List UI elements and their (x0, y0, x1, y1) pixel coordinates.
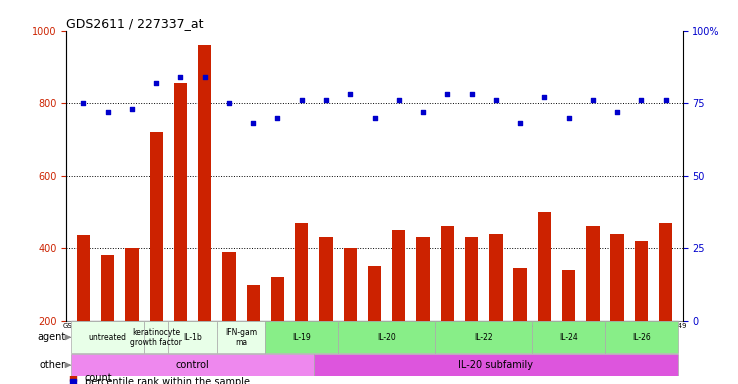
Bar (392, 230, 405, 321)
Text: IL-20: IL-20 (377, 333, 396, 342)
Bar (77, 235, 90, 321)
Point (490, 97, 502, 103)
Point (611, 109, 623, 115)
Text: IL-22: IL-22 (475, 333, 493, 342)
Bar (72, 321, 144, 353)
Bar (344, 248, 357, 321)
Point (562, 114, 574, 121)
Bar (562, 270, 576, 321)
Bar (168, 321, 217, 353)
Text: IL-19: IL-19 (292, 333, 311, 342)
Bar (368, 266, 382, 321)
Point (272, 114, 283, 121)
Bar (465, 237, 478, 321)
Bar (514, 268, 527, 321)
Text: percentile rank within the sample: percentile rank within the sample (85, 377, 250, 384)
Bar (144, 321, 168, 353)
Bar (246, 285, 260, 321)
Text: IL-24: IL-24 (559, 333, 578, 342)
Bar (659, 223, 672, 321)
Text: other: other (40, 360, 66, 370)
Point (175, 74, 187, 80)
Point (514, 121, 526, 127)
Bar (72, 354, 314, 376)
Bar (271, 277, 284, 321)
Point (126, 106, 138, 112)
Text: untreated: untreated (89, 333, 127, 342)
Bar (441, 227, 454, 321)
Text: IL-1b: IL-1b (183, 333, 202, 342)
Text: keratinocyte
growth factor: keratinocyte growth factor (130, 328, 182, 347)
Bar (435, 321, 532, 353)
Point (368, 114, 381, 121)
Bar (338, 321, 435, 353)
Bar (635, 241, 648, 321)
Point (441, 91, 453, 98)
Bar (222, 252, 235, 321)
Bar (101, 255, 114, 321)
Bar (198, 45, 211, 321)
Bar (610, 233, 624, 321)
Text: IFN-gam
ma: IFN-gam ma (225, 328, 257, 347)
Point (199, 74, 210, 80)
Point (417, 109, 429, 115)
Text: GDS2611 / 227337_at: GDS2611 / 227337_at (66, 17, 204, 30)
Bar (217, 321, 266, 353)
Point (247, 121, 259, 127)
Point (223, 100, 235, 106)
Point (102, 109, 114, 115)
Bar (586, 227, 599, 321)
Point (296, 97, 308, 103)
Bar (125, 248, 139, 321)
Point (77, 100, 89, 106)
Bar (266, 321, 338, 353)
Point (466, 91, 477, 98)
Text: control: control (176, 360, 210, 370)
Point (660, 97, 672, 103)
Point (635, 97, 647, 103)
Bar (150, 132, 163, 321)
Bar (295, 223, 308, 321)
Text: IL-26: IL-26 (632, 333, 651, 342)
Bar (320, 237, 333, 321)
Point (539, 94, 551, 101)
Text: IL-20 subfamily: IL-20 subfamily (458, 360, 534, 370)
Text: count: count (85, 373, 112, 383)
Point (393, 97, 404, 103)
Bar (489, 233, 503, 321)
Point (320, 97, 332, 103)
Bar (173, 83, 187, 321)
Point (151, 80, 162, 86)
Bar (532, 321, 605, 353)
Bar (314, 354, 677, 376)
Text: agent: agent (38, 332, 66, 342)
Point (587, 97, 599, 103)
Bar (538, 212, 551, 321)
Bar (416, 237, 430, 321)
Bar (605, 321, 677, 353)
Point (345, 91, 356, 98)
